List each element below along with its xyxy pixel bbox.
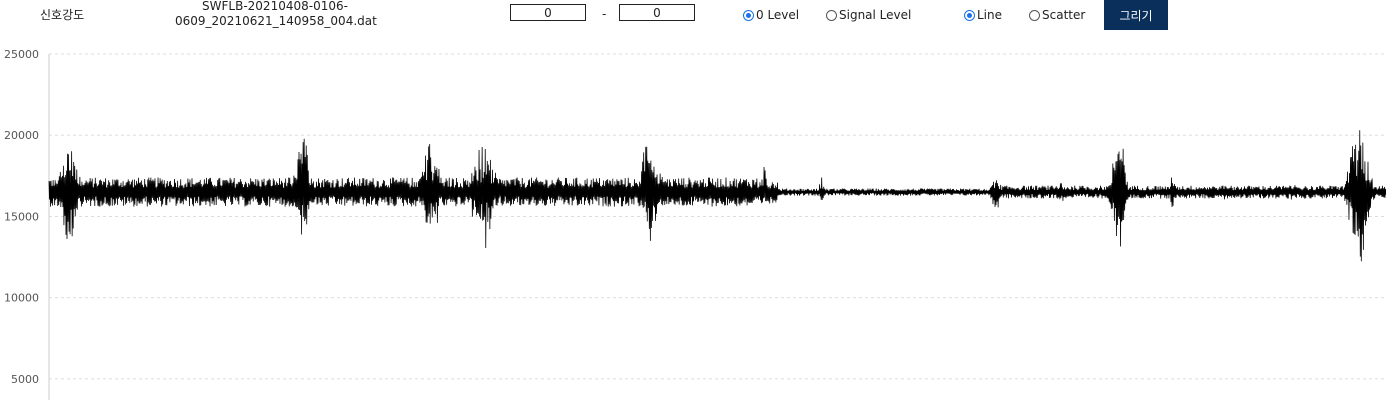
y-tick-label: 10000 [4, 292, 39, 305]
scatter-mode-label: Scatter [1042, 8, 1086, 22]
signal-level-radio-icon[interactable] [826, 9, 837, 21]
signal-level-radio[interactable]: Signal Level [826, 8, 911, 22]
scatter-mode-radio-icon[interactable] [1029, 9, 1040, 21]
y-tick-label: 5000 [11, 373, 39, 386]
signal-level-label: Signal Level [839, 8, 912, 22]
range-start-input[interactable] [510, 4, 586, 21]
scatter-mode-radio[interactable]: Scatter [1029, 8, 1085, 22]
y-tick-label: 15000 [4, 210, 39, 223]
signal-chart: 25000 20000 15000 10000 5000 [4, 48, 1386, 400]
file-name-line-2: 0609_20210621_140958_004.dat [175, 14, 377, 28]
file-name-line-1: SWFLB-20210408-0106- [202, 0, 348, 13]
line-mode-radio-icon[interactable] [964, 9, 975, 21]
draw-button[interactable]: 그리기 [1104, 0, 1168, 30]
signal-strength-label: 신호강도 [40, 8, 85, 22]
range-end-input[interactable] [619, 4, 695, 21]
line-mode-radio[interactable]: Line [964, 8, 1002, 22]
y-tick-label: 25000 [4, 48, 39, 61]
zero-level-radio-icon[interactable] [743, 9, 754, 21]
y-tick-label: 20000 [4, 129, 39, 142]
zero-level-label: 0 Level [756, 8, 800, 22]
range-separator: - [602, 7, 607, 21]
line-mode-label: Line [977, 8, 1003, 22]
toolbar: 신호강도 SWFLB-20210408-0106- 0609_20210621_… [0, 0, 1386, 44]
file-name: SWFLB-20210408-0106- 0609_20210621_14095… [175, 0, 377, 29]
signal-series-line [48, 130, 1386, 262]
zero-level-radio[interactable]: 0 Level [743, 8, 799, 22]
